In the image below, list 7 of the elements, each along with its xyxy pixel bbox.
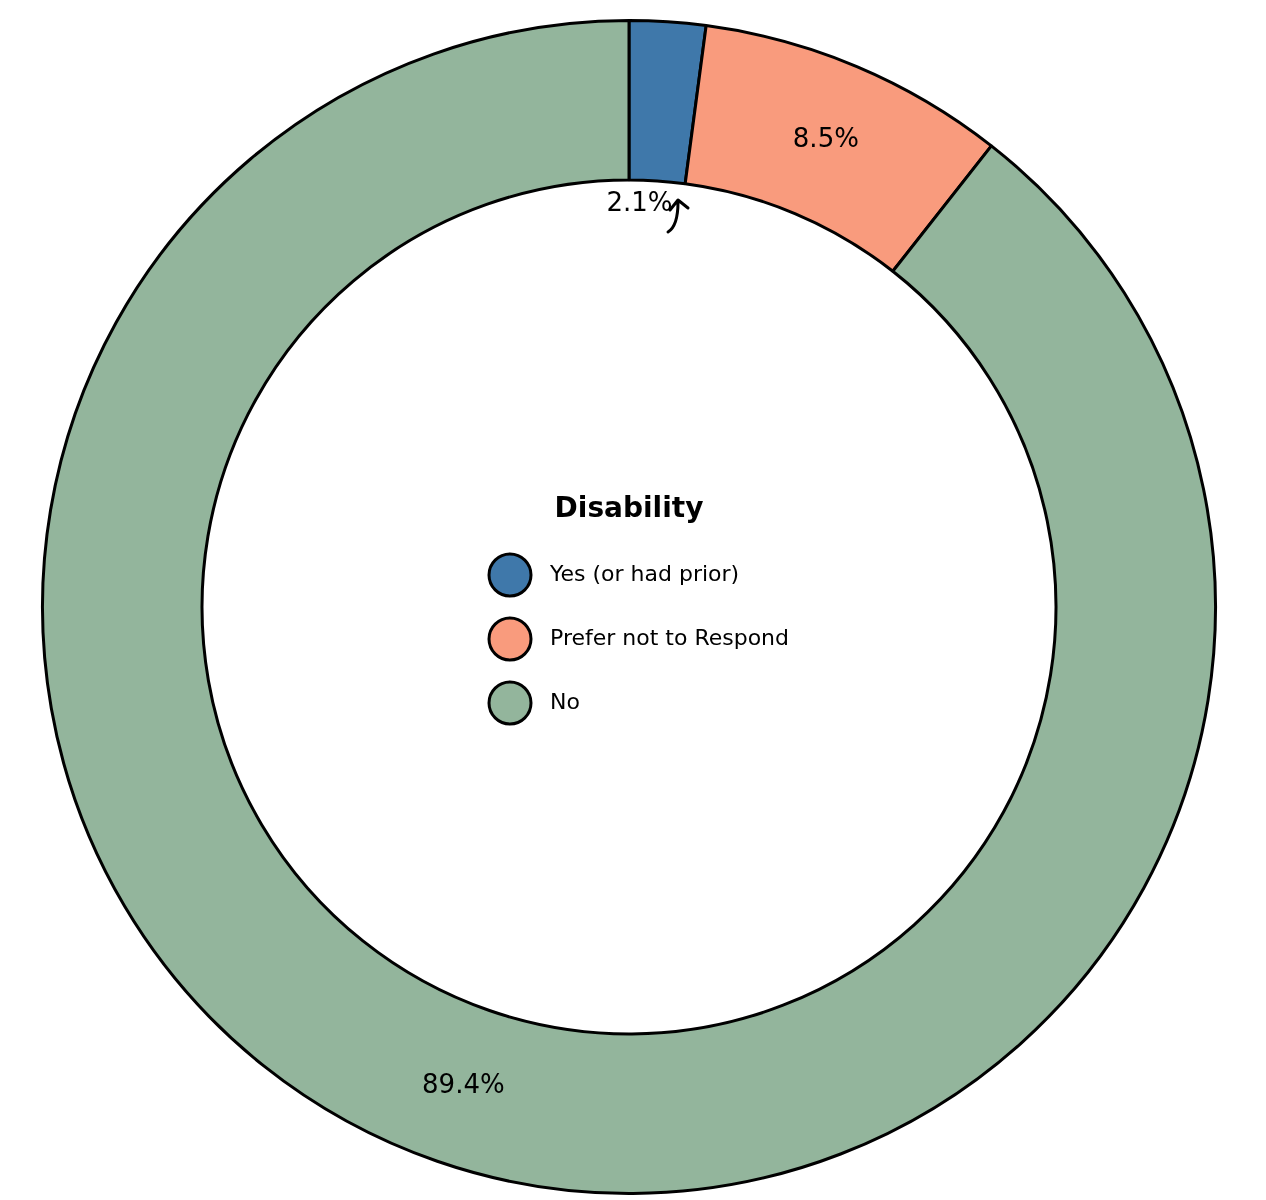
legend-label: Yes (or had prior) (549, 560, 740, 586)
legend-title: Disability (554, 491, 704, 525)
data-label: 2.1% (606, 186, 673, 217)
data-label: 8.5% (792, 122, 859, 153)
legend-label: Prefer not to Respond (550, 624, 790, 650)
data-label: 89.4% (422, 1068, 505, 1099)
legend-label: No (550, 688, 580, 714)
